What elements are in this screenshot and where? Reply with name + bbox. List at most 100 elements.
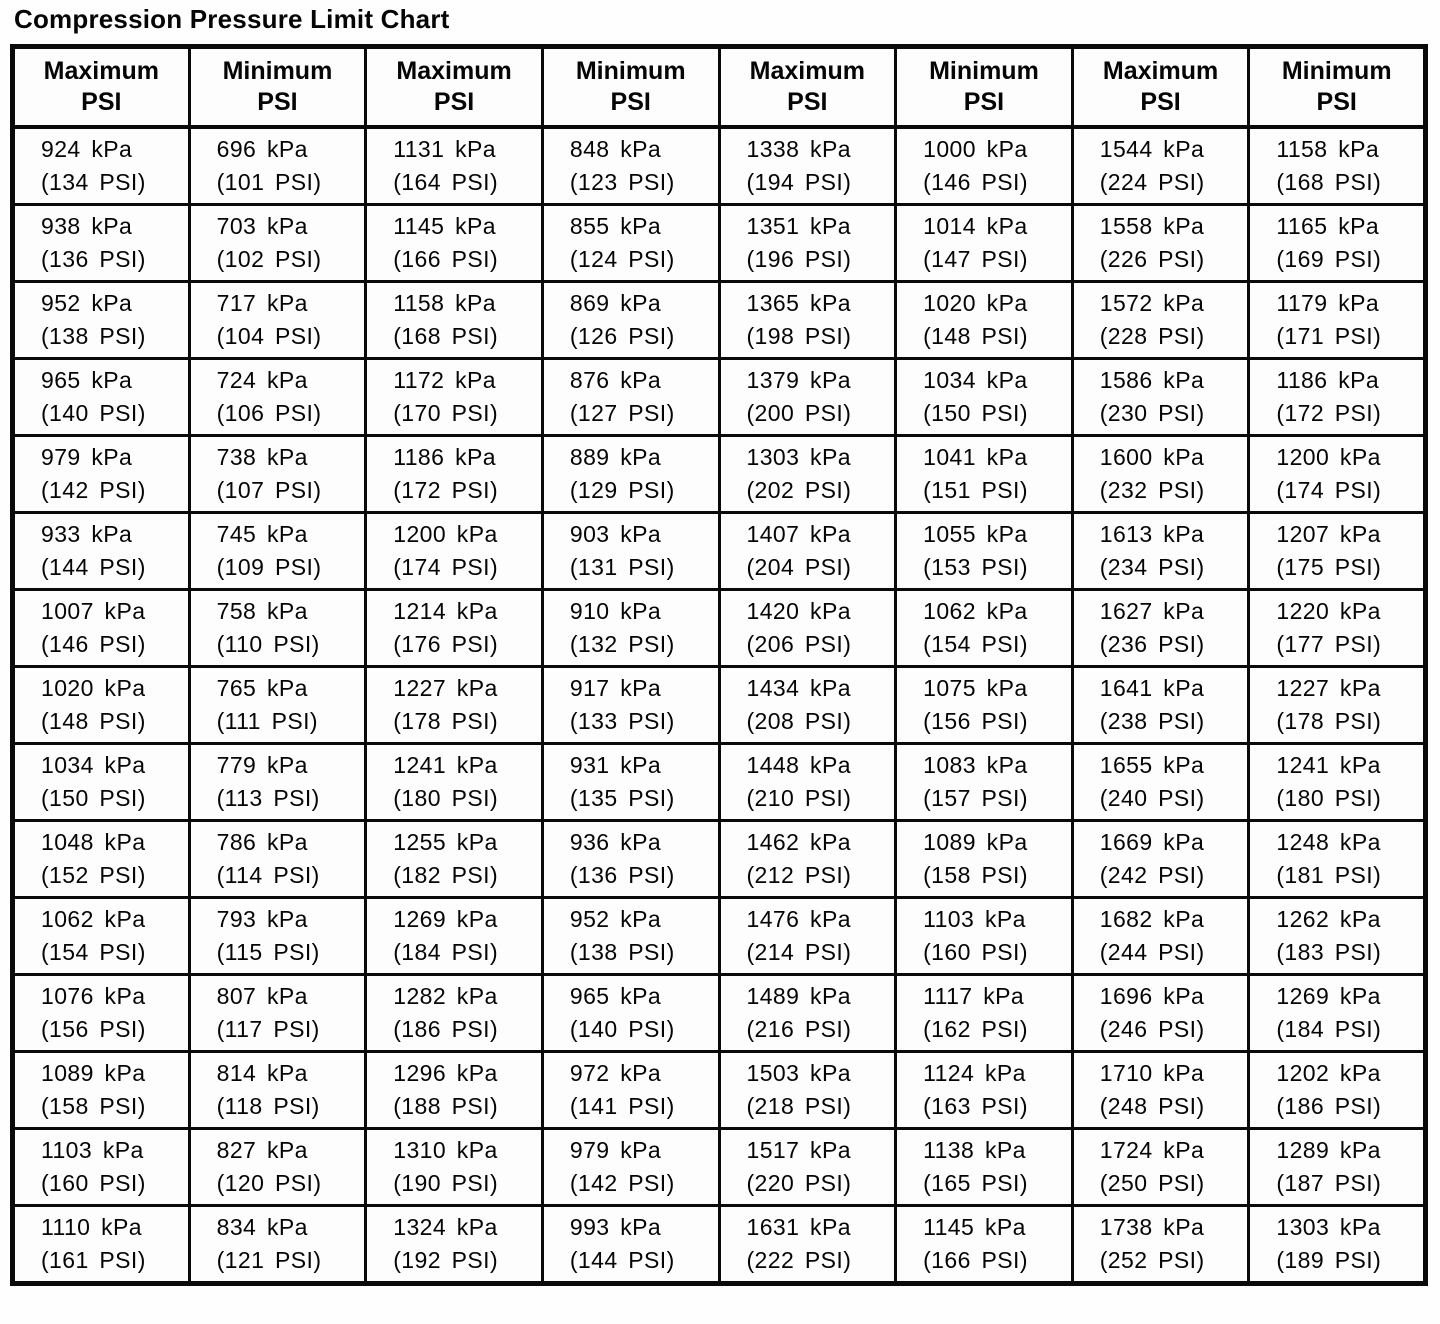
psi-value: (194 PSI) <box>746 168 852 195</box>
kpa-value: 703 kPa <box>216 212 308 239</box>
psi-value: (120 PSI) <box>216 1169 322 1196</box>
column-header-min-psi: Minimum PSI <box>894 45 1074 129</box>
kpa-value: 1434 kPa <box>746 674 851 701</box>
kpa-value: 972 kPa <box>569 1059 662 1086</box>
psi-value: (204 PSI) <box>746 553 852 580</box>
pressure-cell: 1083 kPa (157 PSI) <box>894 741 1074 822</box>
header-unit: PSI <box>81 87 122 116</box>
pressure-cell: 1131 kPa (164 PSI) <box>364 125 544 206</box>
pressure-cell: 1000 kPa (146 PSI) <box>894 125 1074 206</box>
kpa-value: 1655 kPa <box>1099 751 1205 778</box>
pressure-cell: 1158 kPa (168 PSI) <box>1247 125 1427 206</box>
psi-value: (187 PSI) <box>1276 1169 1382 1196</box>
column-header-max-psi: Maximum PSI <box>1070 45 1251 129</box>
psi-value: (151 PSI) <box>923 476 1028 503</box>
pressure-cell: 910 kPa (132 PSI) <box>540 587 721 668</box>
psi-value: (110 PSI) <box>216 630 320 657</box>
pressure-cell: 834 kPa (121 PSI) <box>187 1203 368 1285</box>
pressure-cell: 924 kPa (134 PSI) <box>11 125 191 206</box>
psi-value: (190 PSI) <box>393 1169 499 1196</box>
kpa-value: 1083 kPa <box>923 751 1028 778</box>
kpa-value: 1296 kPa <box>393 1059 498 1086</box>
pressure-cell: 903 kPa (131 PSI) <box>540 510 721 591</box>
psi-value: (224 PSI) <box>1099 168 1205 195</box>
kpa-value: 1220 kPa <box>1276 597 1381 624</box>
psi-value: (212 PSI) <box>746 861 852 888</box>
table-row: 1048 kPa (152 PSI) 786 kPa (114 PSI) 1255 kP… <box>11 818 1427 899</box>
psi-value: (150 PSI) <box>923 399 1028 426</box>
kpa-value: 827 kPa <box>216 1136 308 1163</box>
psi-value: (117 PSI) <box>216 1015 320 1042</box>
psi-value: (158 PSI) <box>41 1092 146 1119</box>
pressure-cell: 786 kPa (114 PSI) <box>187 818 368 899</box>
column-header-min-psi: Minimum PSI <box>1247 45 1427 129</box>
psi-value: (144 PSI) <box>41 553 146 580</box>
psi-value: (169 PSI) <box>1276 245 1382 272</box>
psi-value: (115 PSI) <box>216 938 320 965</box>
pressure-cell: 1145 kPa (166 PSI) <box>364 202 544 283</box>
psi-value: (156 PSI) <box>41 1015 146 1042</box>
pressure-cell: 738 kPa (107 PSI) <box>187 433 368 514</box>
kpa-value: 1227 kPa <box>393 674 498 701</box>
psi-value: (121 PSI) <box>216 1246 322 1273</box>
psi-value: (135 PSI) <box>569 784 675 811</box>
kpa-value: 1503 kPa <box>746 1059 851 1086</box>
pressure-cell: 1165 kPa (169 PSI) <box>1247 202 1427 283</box>
pressure-cell: 1724 kPa (250 PSI) <box>1070 1126 1251 1207</box>
kpa-value: 936 kPa <box>569 828 662 855</box>
kpa-value: 1631 kPa <box>746 1213 851 1240</box>
kpa-value: 1200 kPa <box>1276 443 1381 470</box>
psi-value: (106 PSI) <box>216 399 322 426</box>
table-row: 1062 kPa (154 PSI) 793 kPa (115 PSI) 1269 kP… <box>11 895 1427 976</box>
psi-value: (210 PSI) <box>746 784 852 811</box>
kpa-value: 1558 kPa <box>1099 212 1205 239</box>
psi-value: (132 PSI) <box>569 630 675 657</box>
kpa-value: 869 kPa <box>569 289 662 316</box>
kpa-value: 779 kPa <box>216 751 308 778</box>
psi-value: (161 PSI) <box>41 1246 146 1273</box>
pressure-cell: 1448 kPa (210 PSI) <box>717 741 898 822</box>
psi-value: (163 PSI) <box>923 1092 1028 1119</box>
kpa-value: 1075 kPa <box>923 674 1028 701</box>
pressure-cell: 889 kPa (129 PSI) <box>540 433 721 514</box>
psi-value: (141 PSI) <box>569 1092 675 1119</box>
kpa-value: 834 kPa <box>216 1213 308 1240</box>
pressure-cell: 827 kPa (120 PSI) <box>187 1126 368 1207</box>
psi-value: (216 PSI) <box>746 1015 852 1042</box>
psi-value: (174 PSI) <box>1276 476 1382 503</box>
pressure-cell: 1289 kPa (187 PSI) <box>1247 1126 1427 1207</box>
psi-value: (144 PSI) <box>569 1246 675 1273</box>
psi-value: (208 PSI) <box>746 707 852 734</box>
psi-value: (146 PSI) <box>923 168 1028 195</box>
kpa-value: 1407 kPa <box>746 520 851 547</box>
pressure-cell: 1034 kPa (150 PSI) <box>11 741 191 822</box>
pressure-cell: 1365 kPa (198 PSI) <box>717 279 898 360</box>
pressure-cell: 1034 kPa (150 PSI) <box>894 356 1074 437</box>
header-label: Maximum <box>749 56 865 85</box>
psi-value: (232 PSI) <box>1099 476 1205 503</box>
pressure-cell: 1020 kPa (148 PSI) <box>11 664 191 745</box>
pressure-cell: 696 kPa (101 PSI) <box>187 125 368 206</box>
kpa-value: 814 kPa <box>216 1059 308 1086</box>
column-header-max-psi: Maximum PSI <box>717 45 898 129</box>
kpa-value: 965 kPa <box>569 982 662 1009</box>
pressure-cell: 1089 kPa (158 PSI) <box>894 818 1074 899</box>
psi-value: (180 PSI) <box>393 784 499 811</box>
kpa-value: 1202 kPa <box>1276 1059 1381 1086</box>
kpa-value: 1214 kPa <box>393 597 498 624</box>
psi-value: (131 PSI) <box>569 553 675 580</box>
column-header-min-psi: Minimum PSI <box>540 45 721 129</box>
kpa-value: 1572 kPa <box>1099 289 1205 316</box>
pressure-cell: 1055 kPa (153 PSI) <box>894 510 1074 591</box>
pressure-cell: 931 kPa (135 PSI) <box>540 741 721 822</box>
kpa-value: 1255 kPa <box>393 828 498 855</box>
pressure-cell: 1089 kPa (158 PSI) <box>11 1049 191 1130</box>
table-row: 938 kPa (136 PSI) 703 kPa (102 PSI) 1145 kPa… <box>11 202 1427 283</box>
header-row: Maximum PSI Minimum PSI Maximum PSI Mini… <box>11 45 1427 129</box>
pressure-cell: 1631 kPa (222 PSI) <box>717 1203 898 1285</box>
pressure-cell: 1200 kPa (174 PSI) <box>364 510 544 591</box>
pressure-cell: 993 kPa (144 PSI) <box>540 1203 721 1285</box>
kpa-value: 1117 kPa <box>923 982 1025 1009</box>
pressure-cell: 1489 kPa (216 PSI) <box>717 972 898 1053</box>
pressure-cell: 703 kPa (102 PSI) <box>187 202 368 283</box>
